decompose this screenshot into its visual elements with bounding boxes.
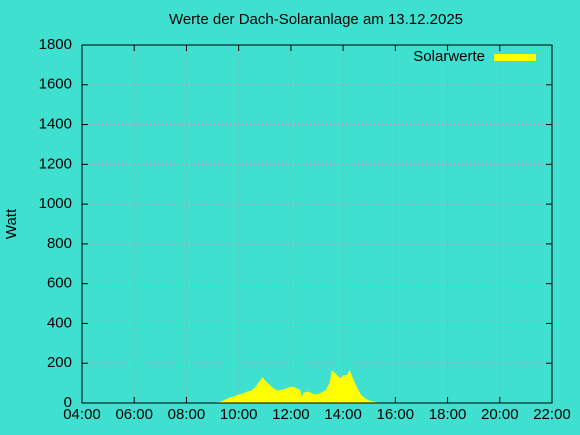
- x-tick-label: 18:00: [429, 406, 467, 423]
- y-tick-label: 0: [64, 394, 72, 411]
- x-tick-label: 12:00: [272, 406, 310, 423]
- legend-label: Solarwerte: [413, 48, 485, 65]
- y-tick-label: 800: [47, 235, 72, 252]
- y-tick-label: 200: [47, 354, 72, 371]
- y-tick-label: 600: [47, 275, 72, 292]
- x-tick-label: 16:00: [377, 406, 415, 423]
- y-tick-label: 1800: [39, 36, 72, 53]
- x-tick-label: 20:00: [481, 406, 519, 423]
- y-tick-label: 1200: [39, 155, 72, 172]
- chart-title: Werte der Dach-Solaranlage am 13.12.2025: [169, 11, 463, 28]
- x-tick-label: 22:00: [533, 406, 571, 423]
- x-tick-label: 04:00: [63, 406, 101, 423]
- y-tick-label: 400: [47, 314, 72, 331]
- x-tick-label: 06:00: [115, 406, 153, 423]
- y-tick-label: 1000: [39, 195, 72, 212]
- y-tick-label: 1400: [39, 116, 72, 133]
- y-axis-label: Watt: [3, 208, 20, 239]
- x-tick-label: 08:00: [168, 406, 206, 423]
- x-tick-label: 14:00: [324, 406, 362, 423]
- y-tick-label: 1600: [39, 76, 72, 93]
- plot-frame: [81, 44, 553, 404]
- legend-swatch: [494, 54, 536, 61]
- area: [216, 369, 379, 404]
- x-tick-label: 10:00: [220, 406, 258, 423]
